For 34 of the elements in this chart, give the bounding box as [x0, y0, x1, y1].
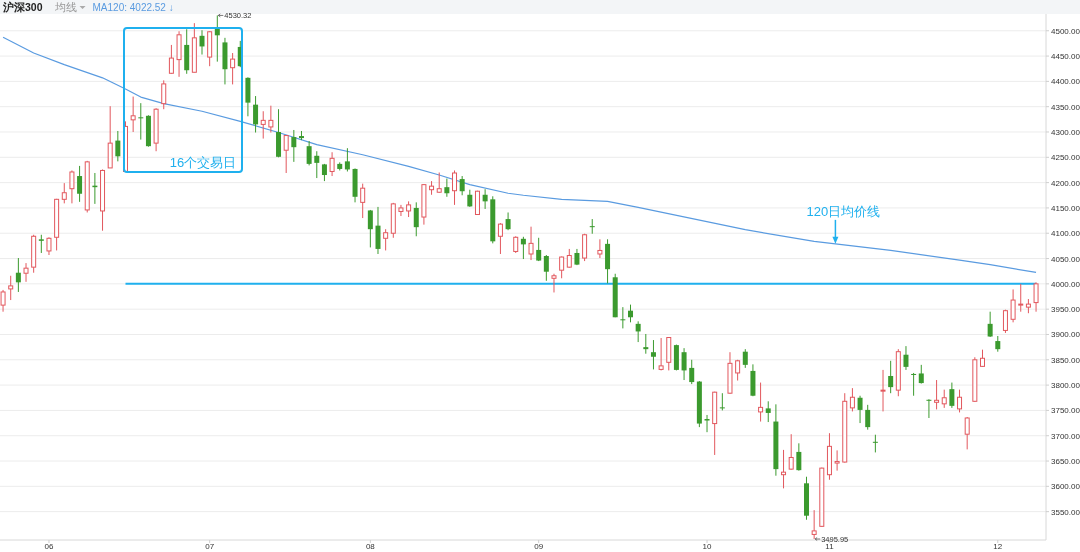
y-tick-label: 4500.00: [1051, 26, 1080, 36]
annotation: 120日均价线: [806, 203, 881, 219]
chart-title: 沪深300: [2, 1, 43, 13]
y-tick-label: 3850.00: [1051, 355, 1080, 365]
y-tick-label: 3650.00: [1051, 457, 1080, 467]
annotation: 均线: [53, 1, 77, 13]
outline-box: 16个交易日: [123, 27, 243, 173]
y-tick-label: 3900.00: [1051, 330, 1080, 340]
y-tick-label: 4150.00: [1051, 203, 1080, 213]
y-tick-label: 3750.00: [1051, 406, 1080, 416]
y-tick-label: 4400.00: [1051, 77, 1080, 87]
y-tick-label: 4250.00: [1051, 153, 1080, 163]
y-tick-label: 3800.00: [1051, 381, 1080, 391]
x-tick-label: 07: [205, 542, 215, 551]
y-tick-label: 3700.00: [1051, 431, 1080, 441]
y-tick-label: 4000.00: [1051, 279, 1080, 289]
x-tick-label: 09: [534, 542, 544, 551]
y-tick-label: 4100.00: [1051, 229, 1080, 239]
x-tick-label: 06: [44, 542, 54, 551]
y-tick-label: 3950.00: [1051, 305, 1080, 315]
x-tick-label: 11: [825, 542, 835, 551]
y-tick-label: 3600.00: [1051, 482, 1080, 492]
header: 沪深300 均线 MA120: 4022.52 ↓: [0, 0, 1080, 14]
x-tick-label: 08: [365, 542, 376, 551]
y-tick-label: 4350.00: [1051, 102, 1080, 112]
x-tick-label: 10: [702, 542, 713, 551]
y-tick-label: 3550.00: [1051, 507, 1080, 517]
arrow-callout: 120日均价线: [806, 203, 881, 244]
y-tick-label: 4050.00: [1051, 254, 1080, 264]
y-tick-label: 4450.00: [1051, 52, 1080, 62]
y-tick-label: 4300.00: [1051, 128, 1080, 137]
x-tick-label: 12: [993, 542, 1003, 551]
annotation: 16个交易日: [169, 155, 237, 170]
y-tick-label: 4200.00: [1051, 178, 1080, 188]
